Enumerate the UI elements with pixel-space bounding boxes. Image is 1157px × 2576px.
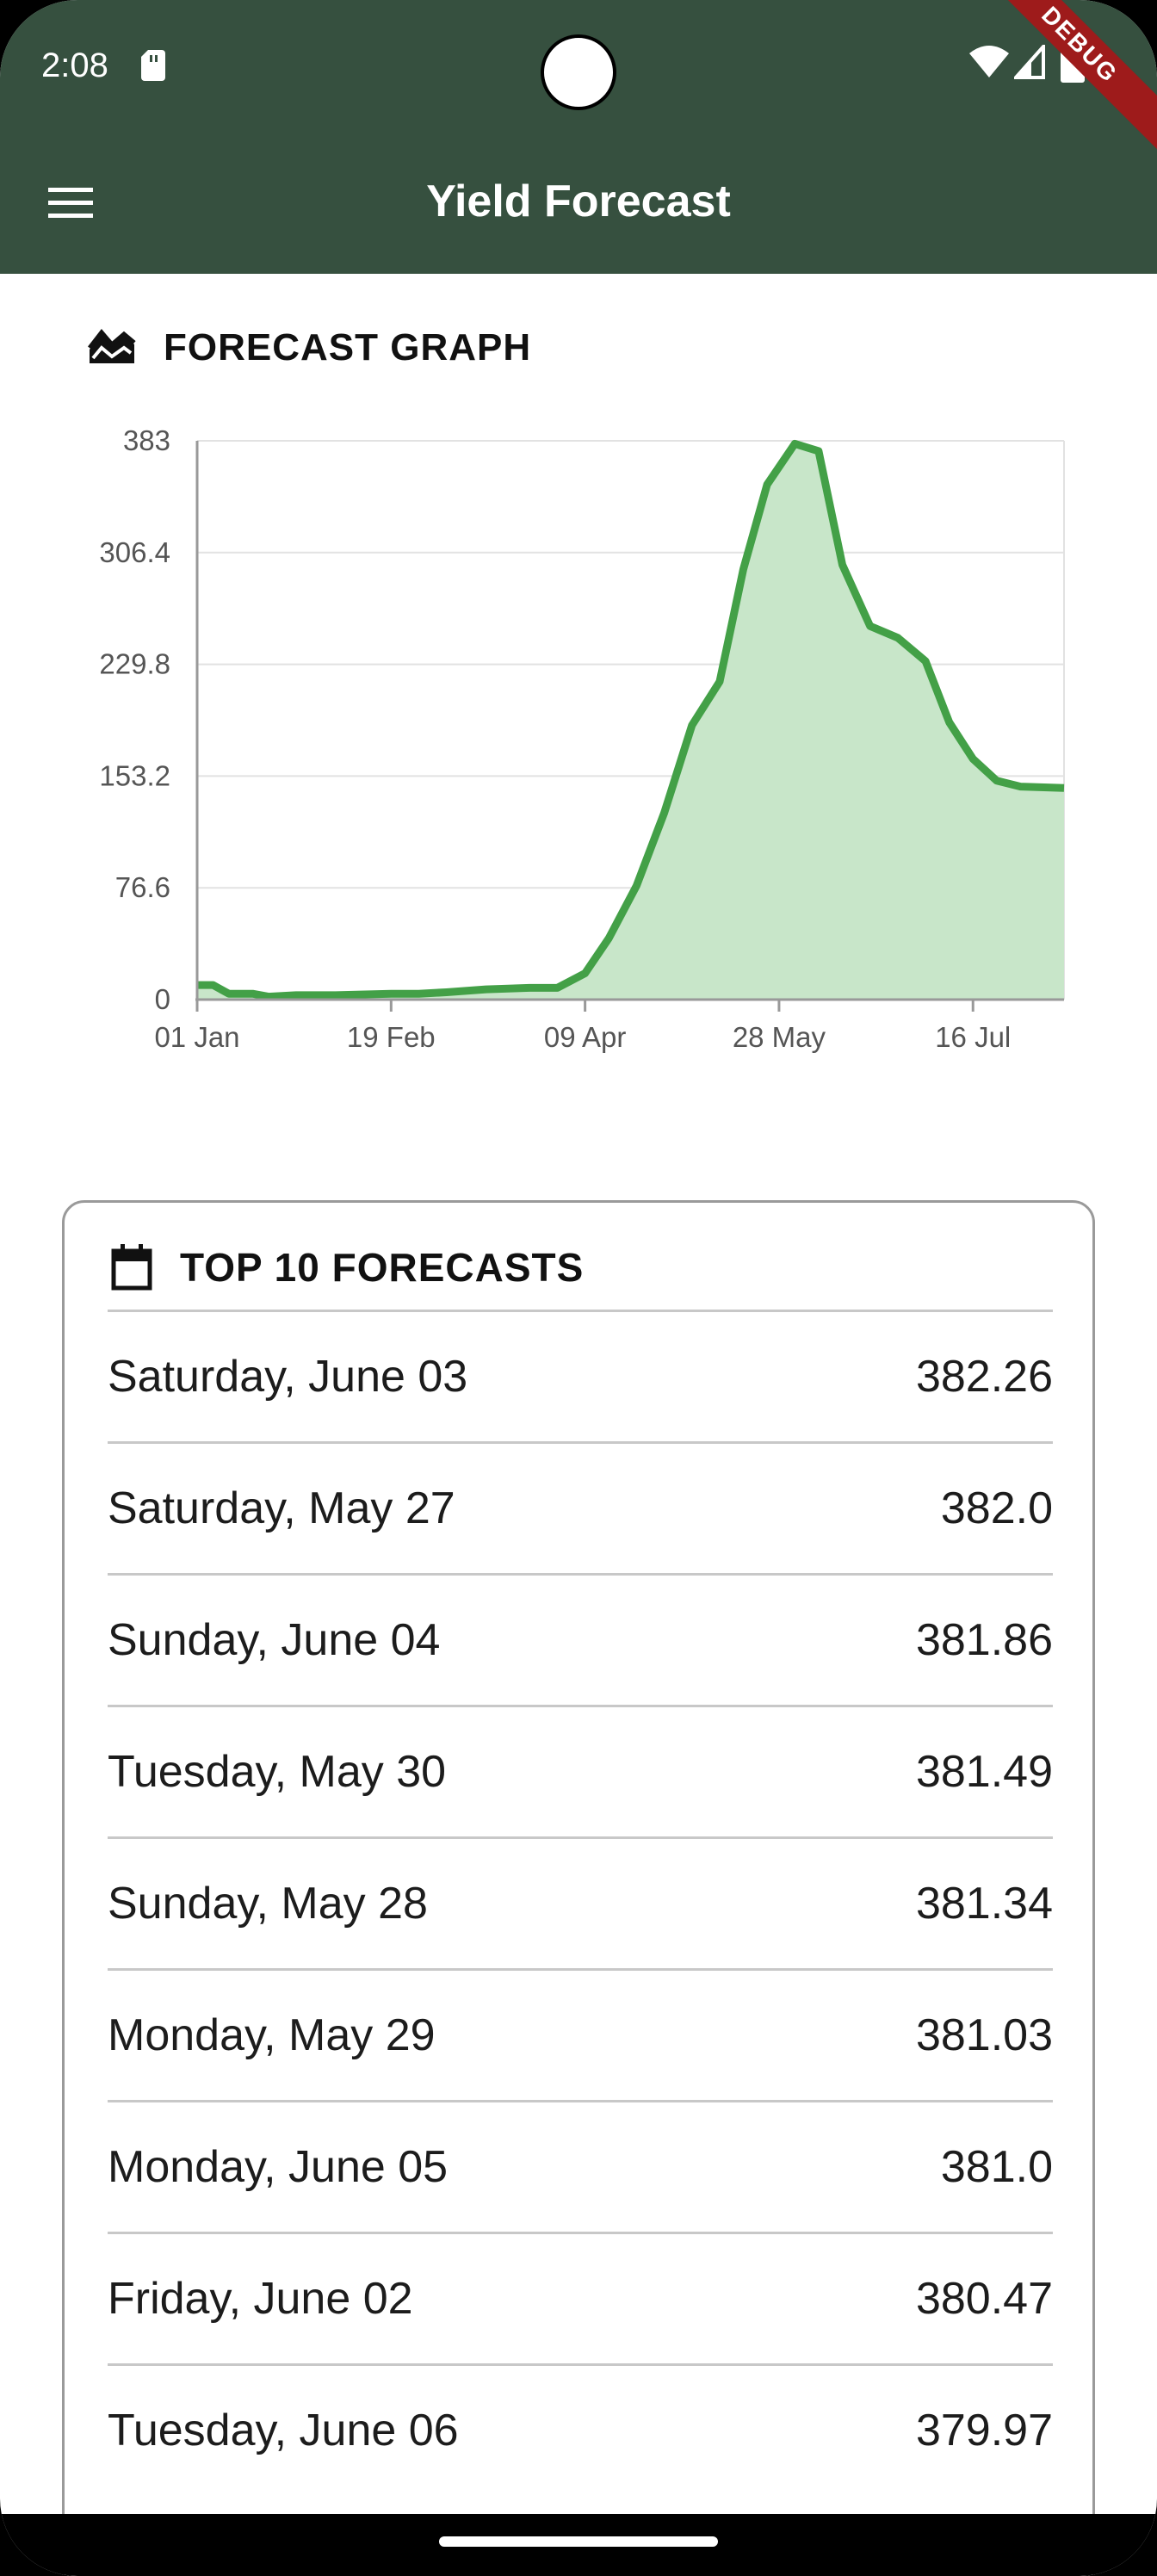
forecast-date: Monday, June 05: [108, 2142, 449, 2192]
forecast-date: Tuesday, June 06: [108, 2406, 459, 2455]
y-tick-label: 229.8: [99, 648, 170, 680]
x-tick-label: 16 Jul: [935, 1021, 1011, 1053]
y-tick-label: 0: [155, 983, 170, 1015]
area-chart-icon: [88, 329, 136, 363]
forecast-row: Monday, June 05 381.0: [108, 2102, 1053, 2232]
y-tick-label: 306.4: [99, 536, 170, 568]
calendar-icon: [111, 1244, 152, 1291]
forecast-value: 381.86: [915, 1615, 1053, 1665]
forecast-value: 382.0: [940, 1483, 1053, 1533]
forecast-area-fill: [197, 443, 1064, 1000]
forecast-row: Tuesday, June 06 379.97: [108, 2366, 1053, 2495]
forecast-value: 382.26: [915, 1352, 1053, 1402]
x-tick-label: 28 May: [733, 1021, 826, 1053]
chart-axes: [195, 441, 1064, 1012]
forecast-date: Tuesday, May 30: [108, 1747, 447, 1797]
forecast-row: Saturday, May 27 382.0: [108, 1444, 1053, 1573]
forecast-date: Sunday, May 28: [108, 1879, 428, 1929]
row-divider: [108, 2363, 1053, 2366]
forecast-value: 381.49: [915, 1747, 1053, 1797]
forecast-value: 381.03: [915, 2010, 1053, 2060]
forecast-date: Friday, June 02: [108, 2274, 413, 2324]
sd-card-icon: [141, 50, 165, 81]
chart-x-tick-labels: 01 Jan 19 Feb 09 Apr 28 May 16 Jul: [154, 1021, 1011, 1053]
forecast-row: Tuesday, May 30 381.49: [108, 1707, 1053, 1836]
x-tick-label: 09 Apr: [544, 1021, 626, 1053]
forecast-date: Saturday, May 27: [108, 1483, 455, 1533]
home-gesture-handle[interactable]: [439, 2536, 718, 2547]
chart-y-tick-labels: 383 306.4 229.8 153.2 76.6 0: [99, 424, 170, 1015]
forecast-row: Saturday, June 03 382.26: [108, 1312, 1053, 1441]
top-forecasts-title: TOP 10 FORECASTS: [180, 1245, 585, 1290]
status-time: 2:08: [41, 46, 108, 84]
forecast-date: Saturday, June 03: [108, 1352, 468, 1402]
forecast-value: 380.47: [915, 2274, 1053, 2324]
row-divider: [108, 1968, 1053, 1971]
forecast-line: [197, 439, 1065, 1001]
y-tick-label: 383: [123, 424, 170, 456]
row-divider: [108, 1441, 1053, 1444]
forecast-date: Sunday, June 04: [108, 1615, 441, 1665]
camera-cutout: [541, 34, 616, 110]
top-forecasts-card: TOP 10 FORECASTS Saturday, June 03 382.26…: [62, 1200, 1095, 2576]
row-divider: [108, 1836, 1053, 1839]
hamburger-menu-icon[interactable]: [45, 183, 100, 224]
forecast-row: Sunday, June 04 381.86: [108, 1576, 1053, 1705]
row-divider: [108, 1705, 1053, 1707]
signal-icon: [1014, 45, 1045, 79]
app-title: Yield Forecast: [426, 176, 731, 226]
wifi-icon: [969, 46, 1009, 77]
row-divider: [108, 1573, 1053, 1576]
y-tick-label: 153.2: [99, 759, 170, 791]
row-divider: [108, 2100, 1053, 2102]
status-bar: 2:08: [0, 0, 1157, 131]
top-forecasts-header: TOP 10 FORECASTS: [111, 1237, 584, 1297]
y-tick-label: 76.6: [115, 871, 170, 903]
forecast-value: 381.0: [940, 2142, 1053, 2192]
forecast-value: 381.34: [915, 1879, 1053, 1929]
forecast-row: Monday, May 29 381.03: [108, 1971, 1053, 2100]
forecast-chart: 383 306.4 229.8 153.2 76.6 0 01 Jan 19 Feb 09 A…: [99, 424, 1065, 1053]
header-divider: [108, 1310, 1053, 1312]
row-divider: [108, 2232, 1053, 2234]
forecast-graph-title: FORECAST GRAPH: [164, 326, 532, 368]
x-tick-label: 19 Feb: [347, 1021, 436, 1053]
x-tick-label: 01 Jan: [154, 1021, 239, 1053]
forecast-value: 379.97: [915, 2406, 1053, 2455]
forecast-row: Sunday, May 28 381.34: [108, 1839, 1053, 1968]
forecast-row: Friday, June 02 380.47: [108, 2234, 1053, 2363]
forecast-date: Monday, May 29: [108, 2010, 436, 2060]
forecast-graph-header: FORECAST GRAPH: [86, 322, 531, 374]
app-bar: Yield Forecast: [0, 131, 1157, 274]
